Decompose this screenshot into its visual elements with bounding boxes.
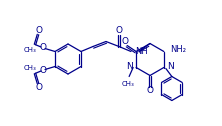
Text: N: N — [126, 62, 133, 71]
Text: CH₃: CH₃ — [24, 46, 36, 53]
Text: O: O — [36, 26, 42, 35]
Text: O: O — [40, 43, 47, 52]
Text: NH₂: NH₂ — [170, 45, 186, 54]
Text: O: O — [40, 66, 47, 75]
Text: N: N — [167, 62, 174, 71]
Text: O: O — [115, 26, 123, 35]
Text: CH₃: CH₃ — [122, 81, 135, 87]
Text: CH₃: CH₃ — [24, 66, 36, 71]
Text: O: O — [147, 86, 153, 95]
Text: O: O — [122, 37, 129, 46]
Text: O: O — [36, 83, 42, 92]
Text: NH: NH — [135, 46, 148, 55]
